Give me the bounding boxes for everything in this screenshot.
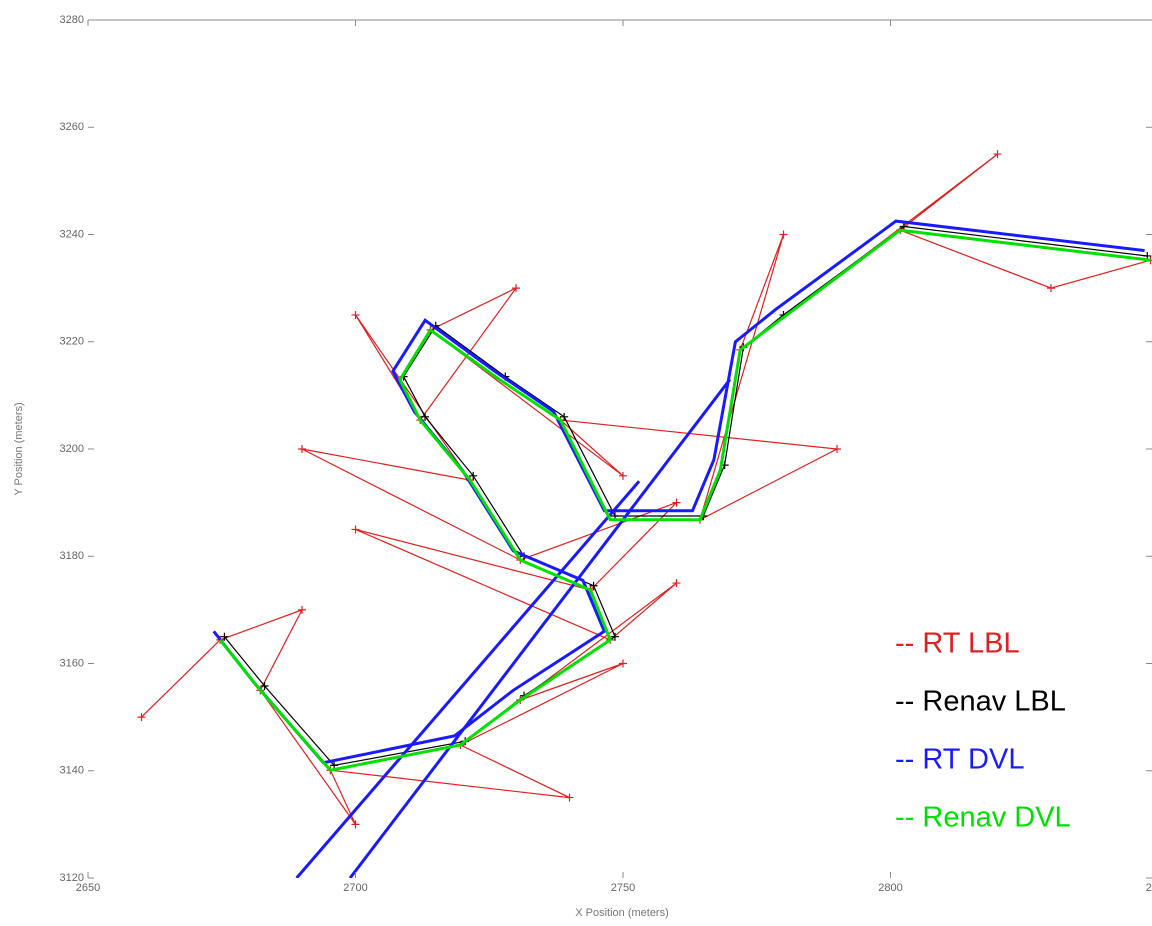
series-line [212,219,1145,765]
point-marker [1047,284,1055,293]
legend-label: -- RT LBL [895,628,1020,660]
point-marker [619,471,627,480]
x-tick-label: 2800 [878,882,902,894]
point-marker [351,525,360,534]
point-marker [220,632,229,641]
y-tick-label: 3240 [60,228,84,240]
point-marker [137,713,146,722]
point-marker [619,659,627,668]
y-tick-label: 3200 [60,443,84,455]
y-axis-label: Y Position (meters) [13,402,25,495]
legend-label: -- Renav DVL [895,802,1071,834]
y-tick-label: 3180 [60,550,84,562]
series-line [348,378,732,878]
point-marker [610,632,619,641]
point-marker [589,581,598,590]
point-marker [351,820,360,829]
x-tick-label: 2750 [611,882,635,894]
y-tick-label: 3140 [60,765,84,777]
series-line [141,153,1151,825]
y-tick-label: 3120 [60,872,84,884]
y-tick-label: 3160 [60,657,84,669]
point-marker [560,412,569,421]
point-marker [421,412,430,421]
plot-area [137,150,1152,878]
point-marker [260,682,269,691]
point-marker [993,150,1002,159]
point-marker [565,793,574,802]
series-line [218,228,1151,772]
point-marker [298,445,306,453]
x-tick-label: 2850 [1146,882,1152,894]
y-tick-label: 3260 [60,121,84,133]
legend-label: -- Renav LBL [895,686,1066,718]
point-marker [779,230,788,239]
point-marker [469,471,478,480]
point-marker [298,605,306,614]
legend-label: -- RT DVL [895,744,1024,776]
point-marker [672,498,681,507]
series-line [223,225,1148,767]
y-tick-label: 3220 [60,336,84,348]
y-tick-label: 3280 [60,14,84,26]
series-line [295,480,641,878]
point-marker [351,310,360,319]
point-marker [899,222,908,231]
point-marker [672,579,681,588]
x-tick-label: 2700 [343,882,367,894]
x-axis-label: X Position (meters) [575,907,669,919]
x-tick-label: 2650 [76,882,100,894]
point-marker [512,284,520,293]
point-marker [833,445,841,453]
